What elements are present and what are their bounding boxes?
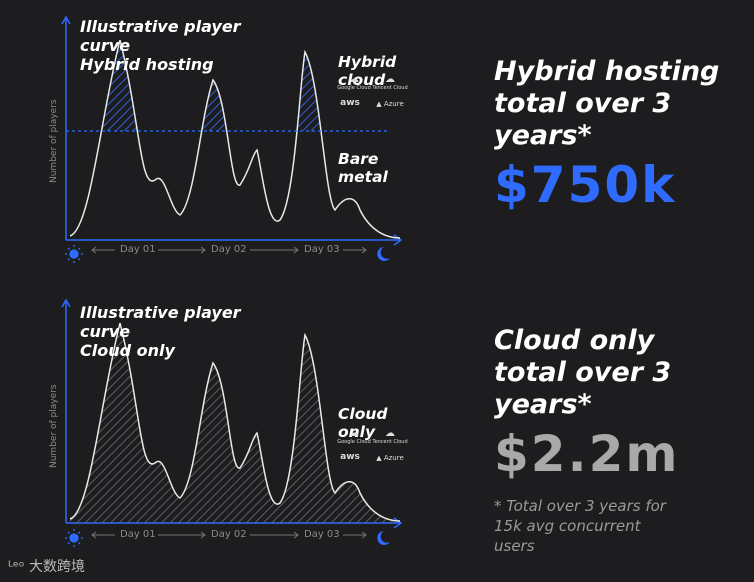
hybrid-cloud-peaks-area — [101, 40, 322, 131]
cloud-icon: ☁ — [385, 428, 395, 439]
aws-logo: aws — [340, 98, 360, 108]
cloud-only-player-curve-chart: Illustrative player curve Cloud only Num… — [0, 285, 420, 555]
hybrid-cloud-label: Hybrid cloud — [338, 53, 397, 89]
day-arrows — [91, 246, 367, 254]
moon-icon — [377, 247, 390, 261]
cloud-only-summary: Cloud only total over 3 years* $2.2m — [494, 325, 679, 483]
hybrid-summary: Hybrid hosting total over 3 years* $750k — [494, 56, 719, 214]
cloud-only-area — [70, 323, 400, 523]
y-axis-label: Number of players — [49, 384, 59, 468]
hybrid-chart-svg — [61, 15, 403, 263]
cloud-only-label: Cloud only — [338, 405, 388, 441]
sun-icon — [65, 245, 83, 263]
day-arrows — [91, 531, 367, 539]
cloud-icon: ☁ — [385, 74, 395, 85]
hybrid-summary-title: Hybrid hosting total over 3 years* — [494, 56, 720, 151]
day-label-1: Day 01 — [120, 244, 156, 255]
aws-logo: aws — [340, 452, 360, 462]
day-label-1: Day 01 — [120, 529, 156, 540]
azure-logo: ▲ Azure — [376, 100, 404, 108]
tencent-cloud-logo: ☁ Tencent Cloud — [368, 428, 412, 445]
azure-logo: ▲ Azure — [376, 454, 404, 462]
player-curve-line — [69, 322, 401, 522]
cloud-provider-logos: ☁ Google Cloud ☁ Tencent Cloud aws ▲ Azure — [332, 428, 422, 468]
footnote: * Total over 3 years for 15k avg concurr… — [494, 497, 666, 555]
y-axis-arrow — [61, 298, 71, 308]
hybrid-total-price: $750k — [494, 156, 677, 214]
google-cloud-logo: ☁ Google Cloud — [332, 74, 376, 91]
watermark-logo-icon: ᴸᵉᵒ — [8, 559, 25, 575]
watermark: ᴸᵉᵒ 大数跨境 — [8, 559, 85, 575]
x-axis-arrow — [393, 517, 403, 529]
bare-metal-label: Bare metal — [338, 150, 388, 186]
cloud-only-total-price: $2.2m — [494, 425, 680, 483]
x-axis-arrow — [393, 234, 403, 246]
moon-icon — [377, 531, 390, 545]
sun-icon — [65, 529, 83, 547]
chart-title: Illustrative player curve Cloud only — [80, 303, 241, 360]
chart-title: Illustrative player curve Hybrid hosting — [80, 17, 241, 74]
day-label-2: Day 02 — [211, 244, 247, 255]
y-axis-arrow — [61, 15, 71, 25]
cloud-icon: ☁ — [349, 428, 359, 439]
y-axis-label: Number of players — [49, 99, 59, 183]
cloud-provider-logos: ☁ Google Cloud ☁ Tencent Cloud aws ▲ Azure — [332, 74, 422, 114]
google-cloud-logo: ☁ Google Cloud — [332, 428, 376, 445]
hybrid-player-curve-chart: Illustrative player curve Hybrid hosting… — [0, 0, 420, 275]
cloud-chart-svg — [61, 298, 403, 547]
cloud-only-summary-title: Cloud only total over 3 years* — [494, 325, 672, 420]
player-curve-line — [69, 39, 401, 239]
tencent-cloud-logo: ☁ Tencent Cloud — [368, 74, 412, 91]
cloud-icon: ☁ — [349, 74, 359, 85]
day-label-3: Day 03 — [304, 529, 340, 540]
day-label-2: Day 02 — [211, 529, 247, 540]
day-label-3: Day 03 — [304, 244, 340, 255]
